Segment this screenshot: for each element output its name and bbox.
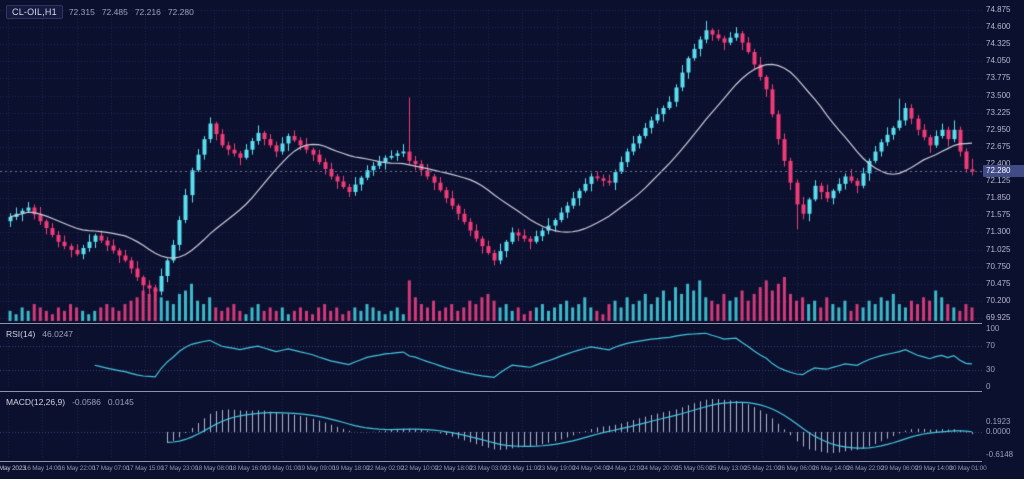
rsi-scale-label: 100 [986,324,1000,333]
price-tick-label: 71.025 [986,244,1011,254]
time-tick-label: 23 May 03:00 [469,465,507,472]
macd-indicator-label: MACD(12,26,9) -0.0586 0.0145 [6,397,134,407]
price-tick-label: 73.500 [986,90,1011,100]
price-tick-label: 73.225 [986,107,1011,117]
symbol-ohlc-bar: CL-OIL,H1 72.315 72.485 72.216 72.280 [6,5,194,19]
price-tick-label: 73.775 [986,73,1011,83]
time-tick-label: 23 May 11:00 [504,465,541,472]
ohlc-values: 72.315 72.485 72.216 72.280 [69,7,194,17]
price-tick-label: 70.200 [986,295,1011,305]
rsi-value: 46.0247 [42,329,74,339]
macd-signal-value: 0.0145 [107,397,134,407]
time-tick-label: 19 May 09:00 [298,465,336,472]
time-tick-label: 25 May 05:00 [675,465,713,472]
rsi-scale-label: 0 [986,382,991,391]
price-axis[interactable]: 72.280 74.875 74.600 74.325 74.050 73.775 73.… [982,0,1024,479]
price-tick-label: 74.325 [986,39,1011,49]
time-tick-label: 24 May 20:00 [640,465,678,472]
price-tick-label: 74.875 [986,5,1011,14]
current-price-badge: 72.280 [983,165,1024,178]
time-tick-label: 18 May 16:00 [229,465,267,472]
price-tick-label: 72.675 [986,141,1011,151]
time-tick-label: 26 May 22:00 [846,465,884,472]
time-tick-label: 18 May 08:00 [195,465,233,472]
rsi-scale-label: 70 [986,341,995,351]
time-tick-label: 26 May 14:00 [812,465,850,472]
high-value: 72.485 [101,7,128,17]
time-tick-label: 22 May 02:00 [366,465,404,472]
price-tick-label: 71.575 [986,210,1011,220]
time-tick-label: 26 May 06:00 [778,465,816,472]
panel-separator [0,323,1024,324]
close-value: 72.280 [167,7,194,17]
price-tick-label: 72.400 [986,159,1011,168]
price-tick-label: 70.475 [986,278,1011,288]
open-value: 72.315 [68,7,95,17]
panel-separator [0,461,1024,462]
macd-scale-label: 0.0000 [986,427,1011,437]
time-tick-label: 17 May 15:00 [126,465,164,472]
time-tick-label: 17 May 07:00 [92,465,130,472]
rsi-indicator-label: RSI(14) 46.0247 [6,329,73,339]
time-tick-label: 22 May 18:00 [435,465,473,472]
price-tick-label: 72.950 [986,124,1011,134]
time-tick-label: 16 May 14:00 [23,465,61,472]
time-tick-label: 30 May 01:00 [949,465,987,472]
panel-separator [0,391,1024,392]
rsi-label: RSI(14) [6,329,36,339]
macd-scale-label: 0.1923 [986,417,1011,427]
time-tick-label: 19 May 18:00 [332,465,370,472]
macd-scale-label: -0.6148 [986,450,1014,459]
price-tick-label: 71.300 [986,227,1011,237]
time-tick-label: 24 May 12:00 [606,465,644,472]
price-tick-label: 74.050 [986,56,1011,66]
time-tick-label: 22 May 10:00 [400,465,438,472]
time-tick-label: 25 May 21:00 [743,465,781,472]
time-tick-label: 29 May 14:00 [915,465,953,472]
low-value: 72.216 [134,7,161,17]
price-tick-label: 71.850 [986,193,1011,203]
time-tick-label: 29 May 06:00 [880,465,918,472]
time-tick-label: 17 May 23:00 [160,465,198,472]
macd-main-value: -0.0586 [72,397,101,407]
price-tick-label: 70.750 [986,261,1011,271]
macd-label: MACD(12,26,9) [6,397,66,407]
chart-canvas[interactable] [0,0,982,479]
time-tick-label: 16 May 2023 [0,465,26,472]
symbol-label: CL-OIL,H1 [6,5,63,19]
time-tick-label: 24 May 04:00 [572,465,610,472]
price-tick-label: 72.125 [986,176,1011,186]
price-tick-label: 74.600 [986,22,1011,32]
time-tick-label: 23 May 19:00 [538,465,576,472]
time-tick-label: 25 May 13:00 [709,465,747,472]
price-tick-label: 69.925 [986,313,1011,322]
time-tick-label: 16 May 22:00 [58,465,96,472]
time-tick-label: 19 May 01:00 [263,465,301,472]
rsi-scale-label: 30 [986,364,995,374]
